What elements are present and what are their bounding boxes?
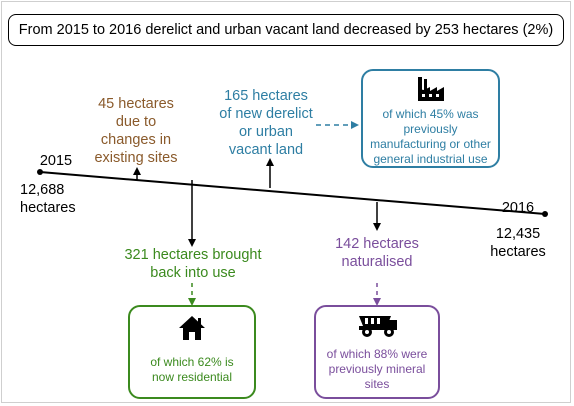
changes-existing-line: 45 hectares xyxy=(98,96,174,112)
new-land-line: 165 hectares xyxy=(224,88,308,104)
naturalised-line: 142 hectares xyxy=(335,236,419,252)
brought-back-line: back into use xyxy=(150,265,236,281)
start-year: 2015 xyxy=(39,153,73,169)
diagram-title-box: From 2015 to 2016 derelict and urban vac… xyxy=(8,14,564,46)
factory-icon xyxy=(418,77,444,101)
timeline-start-dot xyxy=(37,169,43,175)
house-icon xyxy=(179,316,205,340)
brought-back-line: 321 hectares brought xyxy=(124,247,262,263)
naturalised-detail-line: previously mineral xyxy=(328,362,426,376)
new-land-label: 165 hectares of new derelict or urban va… xyxy=(208,87,324,159)
start-value-unit: hectares xyxy=(20,200,76,216)
diagram-title: From 2015 to 2016 derelict and urban vac… xyxy=(18,22,554,38)
naturalised-line: naturalised xyxy=(341,254,413,270)
new-land-line: of new derelict xyxy=(219,106,313,122)
end-value-number: 12,435 xyxy=(495,226,541,242)
new-land-detail-line: previously xyxy=(403,122,458,136)
end-value-unit: hectares xyxy=(490,244,546,260)
naturalised-detail-box: of which 88% were previously mineral sit… xyxy=(314,305,440,399)
brought-back-detail-text: of which 62% is now residential xyxy=(130,355,254,385)
new-land-line: vacant land xyxy=(228,142,304,158)
changes-existing-line: due to xyxy=(115,114,157,130)
naturalised-detail-text: of which 88% were previously mineral sit… xyxy=(316,347,438,392)
brought-back-label: 321 hectares brought back into use xyxy=(110,246,276,282)
start-value: 12,688 hectares xyxy=(20,181,90,217)
brought-back-detail-line: now residential xyxy=(151,370,233,384)
brought-back-detail-box: of which 62% is now residential xyxy=(128,305,256,399)
new-land-detail-line: manufacturing or other xyxy=(370,137,491,151)
end-value: 12,435 hectares xyxy=(483,225,553,261)
end-year: 2016 xyxy=(501,200,535,216)
changes-existing-label: 45 hectares due to changes in existing s… xyxy=(84,95,188,167)
naturalised-detail-line: sites xyxy=(364,377,390,391)
timeline-line xyxy=(39,171,546,215)
new-land-detail-text: of which 45% was previously manufacturin… xyxy=(363,107,498,167)
new-land-detail-line: general industrial use xyxy=(373,152,488,166)
naturalised-label: 142 hectares naturalised xyxy=(322,235,432,271)
naturalised-detail-line: of which 88% were xyxy=(326,347,428,361)
timeline-end-dot xyxy=(542,211,548,217)
new-land-detail-box: of which 45% was previously manufacturin… xyxy=(361,69,500,168)
changes-existing-line: existing sites xyxy=(94,150,178,166)
changes-existing-line: changes in xyxy=(100,132,172,148)
new-land-line: or urban xyxy=(238,124,293,140)
start-value-number: 12,688 xyxy=(20,182,65,198)
new-land-detail-line: of which 45% was xyxy=(382,107,479,121)
brought-back-detail-line: of which 62% is xyxy=(150,355,234,369)
mining-truck-icon xyxy=(359,316,397,337)
